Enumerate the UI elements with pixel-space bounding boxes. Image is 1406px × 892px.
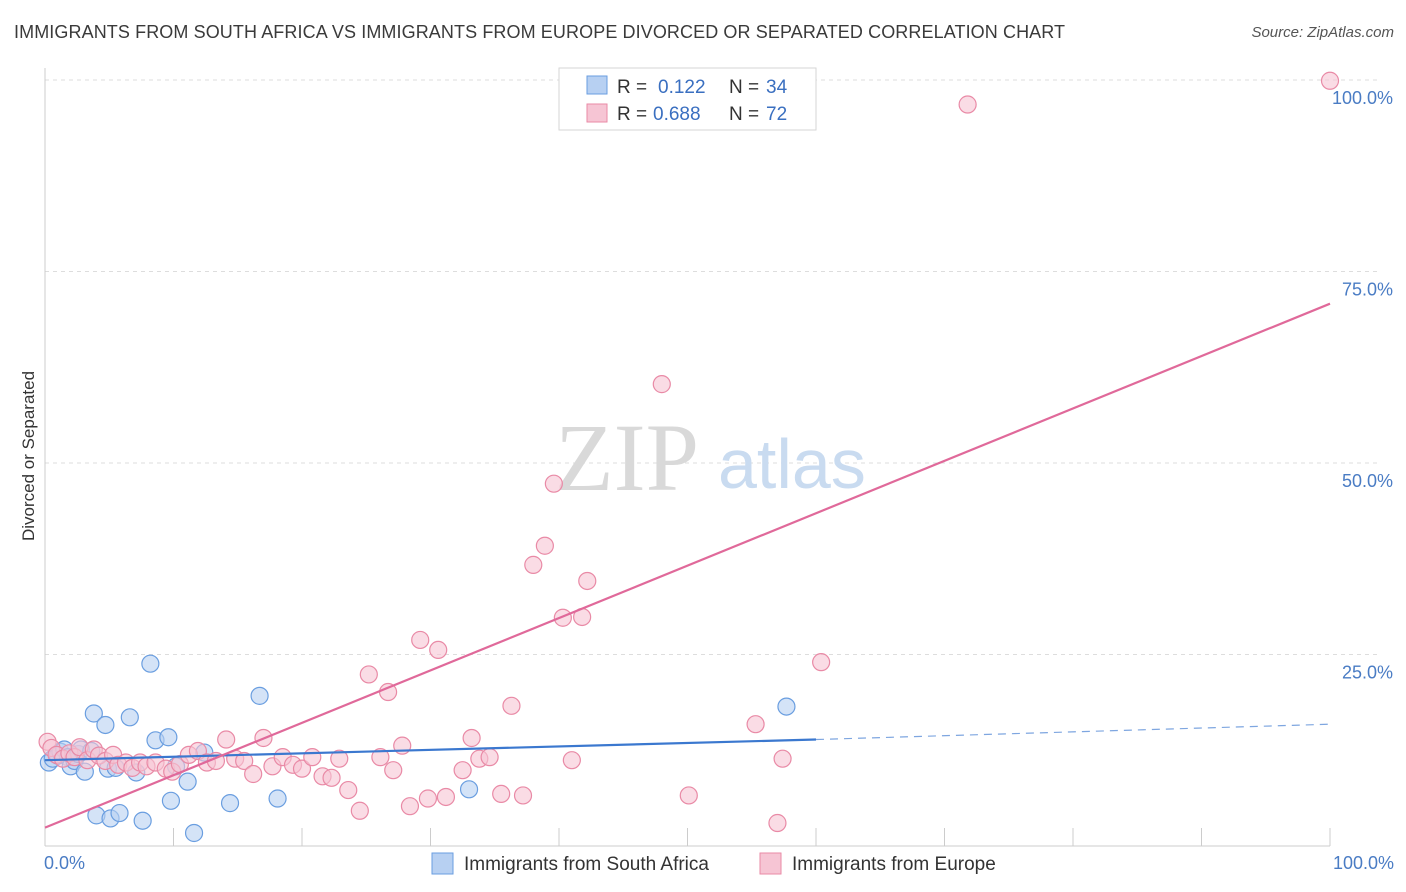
point-series1-43 [384,761,403,780]
trend-line-series1 [44,302,1331,829]
point-series0-18 [110,803,129,823]
point-series0-28 [184,823,204,843]
legend-n-value-europe: 72 [766,104,787,125]
point-series1-34 [303,748,322,767]
point-series1-61 [562,751,581,770]
point-series1-65 [679,786,698,805]
y-tick-labels: 25.0% 50.0% 75.0% 100.0% [1332,88,1393,683]
point-series0-30 [220,794,240,813]
point-series1-25 [217,730,236,749]
bottom-legend-swatch-europe [759,852,782,875]
point-series1-40 [359,665,378,684]
point-series0-22 [141,654,160,673]
legend-swatch-europe [586,103,608,123]
point-series0-32 [268,789,287,808]
point-series1-41 [371,748,390,767]
point-series1-68 [812,653,831,672]
bottom-legend-swatch-south-africa [431,852,454,875]
point-series1-58 [535,536,554,555]
point-series1-66 [746,715,765,734]
point-series1-39 [350,801,369,820]
trend-lines [44,302,1331,829]
point-series0-27 [178,772,197,791]
point-series0-31 [250,686,269,705]
point-series1-59 [544,474,563,493]
point-series1-36 [322,768,341,787]
point-series1-45 [400,797,420,816]
point-series1-51 [462,728,481,748]
watermark: ZIP atlas [555,404,866,511]
point-series1-64 [652,375,671,394]
chart-title: IMMIGRANTS FROM SOUTH AFRICA VS IMMIGRAN… [14,22,1066,42]
y-axis-label: Divorced or Separated [19,371,38,541]
point-series1-67 [773,749,792,768]
y-tick-label-100: 100.0% [1332,88,1393,108]
point-series0-19 [120,708,139,727]
y-tick-label-50: 50.0% [1342,471,1393,491]
point-series0-33 [777,697,796,716]
legend-swatch-south-africa [586,75,608,95]
point-series1-33 [292,759,312,778]
point-series1-38 [339,780,358,800]
grid [45,79,1378,655]
point-series1-48 [429,640,448,660]
point-series1-54 [492,784,511,804]
source-label: Source: ZipAtlas.com [1251,24,1394,41]
watermark-atlas: atlas [718,425,866,503]
bottom-legend: Immigrants from South Africa Immigrants … [431,852,996,875]
point-series1-47 [418,789,438,808]
point-series1-37 [330,749,349,768]
legend-r-value-europe: 0.688 [653,104,701,125]
watermark-zip: ZIP [555,404,699,511]
point-series1-70 [768,813,787,833]
point-series1-55 [502,696,521,715]
point-series1-57 [524,555,543,574]
legend-r-label-europe: R = [617,104,647,125]
point-series1-28 [244,764,263,784]
trend-extension-series0 [815,723,1331,741]
point-series1-69 [958,95,977,114]
data-points [38,71,1340,843]
x-ticks [173,828,1331,846]
point-series1-49 [436,787,456,807]
point-series0-12 [84,704,103,723]
legend-r-value-south-africa: 0.122 [658,77,706,98]
y-tick-label-25: 25.0% [1342,663,1393,683]
legend-n-label-south-africa: N = [729,77,759,98]
point-series0-21 [133,811,152,830]
point-series1-56 [513,786,533,805]
bottom-legend-label-europe: Immigrants from Europe [792,854,996,875]
point-series1-53 [480,748,499,767]
bottom-legend-label-south-africa: Immigrants from South Africa [464,854,709,875]
legend-n-value-south-africa: 34 [766,77,788,98]
legend: R = 0.122 N = 34 R = 0.688 N = 72 [558,67,817,131]
x-tick-label-max: 100.0% [1333,853,1394,873]
legend-r-label-south-africa: R = [617,77,647,98]
point-series1-71 [1320,71,1340,90]
legend-n-label-europe: N = [729,104,759,125]
point-series0-34 [459,780,479,799]
point-series1-46 [411,630,430,650]
point-series1-60 [553,608,572,627]
trend-line-series0 [44,738,817,762]
x-tick-label-min: 0.0% [44,853,85,873]
point-series1-63 [578,571,597,591]
point-series1-27 [235,751,254,771]
y-tick-label-75: 75.0% [1342,280,1393,300]
point-series0-25 [161,791,181,810]
point-series1-50 [453,761,472,780]
point-series0-14 [96,715,115,735]
point-series0-24 [159,728,178,747]
